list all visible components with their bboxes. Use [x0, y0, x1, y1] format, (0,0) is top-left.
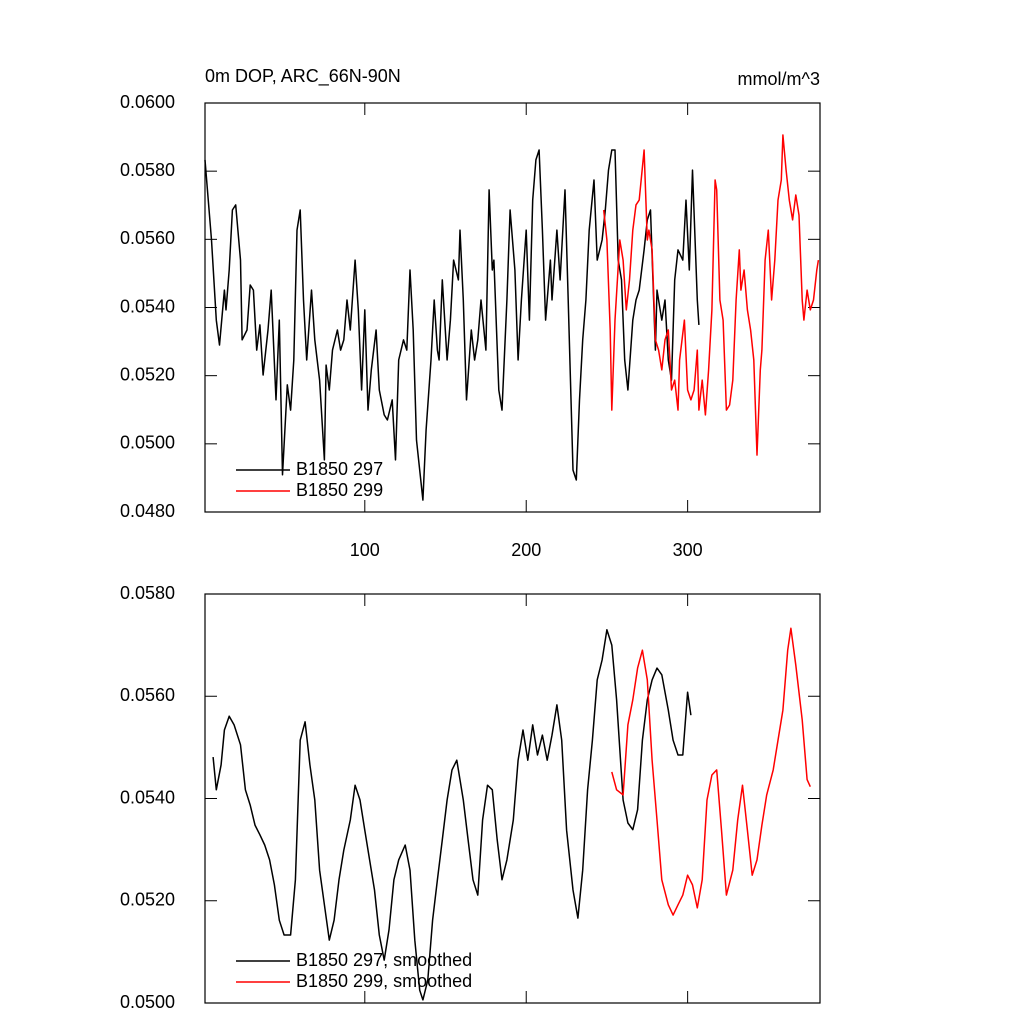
- y-tick-label: 0.0500: [120, 433, 175, 453]
- data-line: [611, 627, 811, 916]
- y-tick-label: 0.0580: [120, 160, 175, 180]
- plot-frame: [204, 102, 821, 513]
- legend-label: B1850 299, smoothed: [296, 971, 472, 991]
- y-tick-label: 0.0500: [120, 992, 175, 1012]
- y-tick-label: 0.0520: [120, 890, 175, 910]
- y-tick-label: 0.0540: [120, 787, 175, 807]
- x-tick-label: 300: [673, 540, 703, 560]
- legend-label: B1850 297: [296, 459, 383, 479]
- units-label: mmol/m^3: [738, 69, 820, 89]
- y-tick-label: 0.0540: [120, 296, 175, 316]
- legend-label: B1850 299: [296, 480, 383, 500]
- legend-label: B1850 297, smoothed: [296, 950, 472, 970]
- y-tick-label: 0.0560: [120, 685, 175, 705]
- x-tick-label: 200: [511, 540, 541, 560]
- plot-frame: [204, 593, 821, 1004]
- y-tick-label: 0.0480: [120, 501, 175, 521]
- chart-title: 0m DOP, ARC_66N-90N: [205, 66, 401, 87]
- data-line: [212, 629, 692, 1001]
- y-tick-label: 0.0580: [120, 583, 175, 603]
- y-tick-label: 0.0520: [120, 364, 175, 384]
- y-tick-label: 0.0560: [120, 228, 175, 248]
- data-line: [204, 149, 700, 501]
- x-tick-label: 100: [350, 540, 380, 560]
- data-line: [602, 134, 820, 456]
- y-tick-label: 0.0600: [120, 92, 175, 112]
